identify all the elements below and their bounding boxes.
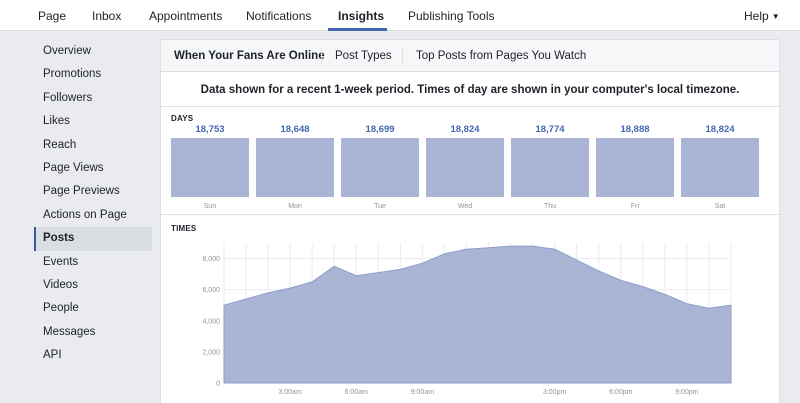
x-tick-label: 9:00pm xyxy=(675,389,699,396)
section-divider xyxy=(161,214,779,215)
subtab-top-posts[interactable]: Top Posts from Pages You Watch xyxy=(416,50,587,62)
tab-page[interactable]: Page xyxy=(38,9,67,23)
day-category-label: Tue xyxy=(374,203,386,210)
sidebar-item-events[interactable]: Events xyxy=(43,255,79,268)
sidebar-item-overview[interactable]: Overview xyxy=(43,45,91,57)
sidebar-item-reach[interactable]: Reach xyxy=(43,138,77,151)
times-area-chart: 0 2,000 4,000 6,000 8,000 3:00am 6:00am 9:00am 3… xyxy=(202,243,732,396)
day-value-label: 18,888 xyxy=(620,124,650,135)
day-category-label: Sun xyxy=(203,203,217,210)
sidebar-item-followers[interactable]: Followers xyxy=(43,91,93,104)
day-column: 18,753 Sun xyxy=(171,124,249,216)
subtab-when-fans-online[interactable]: When Your Fans Are Online xyxy=(174,50,325,62)
y-tick-label: 4,000 xyxy=(202,318,220,325)
day-category-label: Thu xyxy=(543,203,557,210)
day-category-label: Wed xyxy=(457,203,473,210)
sidebar: Overview Promotions Followers Likes Reac… xyxy=(34,40,152,367)
sidebar-item-likes[interactable]: Likes xyxy=(43,115,70,128)
active-tab-underline xyxy=(328,28,387,31)
y-tick-label: 2,000 xyxy=(202,349,220,356)
sidebar-item-api[interactable]: API xyxy=(43,349,62,362)
day-bar[interactable] xyxy=(256,138,334,197)
day-column: 18,824 Sat xyxy=(681,124,759,216)
y-tick-label: 8,000 xyxy=(202,256,220,263)
sidebar-item-posts[interactable]: Posts xyxy=(34,227,152,251)
x-tick-label: 3:00pm xyxy=(543,389,567,396)
x-tick-label: 3:00am xyxy=(278,389,302,396)
sidebar-item-people[interactable]: People xyxy=(43,302,79,315)
times-area-series xyxy=(223,245,732,384)
timezone-notice: Data shown for a recent 1-week period. T… xyxy=(161,73,779,107)
y-tick-label: 0 xyxy=(216,381,220,388)
times-section-label: TIMES xyxy=(171,224,197,233)
sidebar-item-videos[interactable]: Videos xyxy=(43,278,78,291)
day-bar[interactable] xyxy=(171,138,249,197)
day-bar[interactable] xyxy=(341,138,419,197)
sidebar-item-actions-on-page[interactable]: Actions on Page xyxy=(43,208,127,221)
top-navigation: Page Inbox Appointments Notifications In… xyxy=(0,0,800,31)
day-bar[interactable] xyxy=(511,138,589,197)
subtab-bar: When Your Fans Are Online Post Types Top… xyxy=(161,40,779,72)
subtab-post-types[interactable]: Post Types xyxy=(335,50,392,62)
days-bar-chart: 18,753 Sun 18,648 Mon 18,699 Tue 18,824 Wed 18,7… xyxy=(171,124,771,216)
tab-publishing-tools[interactable]: Publishing Tools xyxy=(408,9,495,23)
day-value-label: 18,774 xyxy=(535,124,565,135)
day-bar[interactable] xyxy=(426,138,504,197)
day-column: 18,888 Fri xyxy=(596,124,674,216)
sidebar-item-promotions[interactable]: Promotions xyxy=(43,68,102,81)
x-tick-label: 6:00pm xyxy=(609,389,633,396)
day-category-label: Mon xyxy=(288,203,302,210)
x-tick-label: 9:00am xyxy=(411,389,435,396)
day-category-label: Sat xyxy=(714,203,726,210)
help-menu-button[interactable]: Help ▼ xyxy=(744,9,780,23)
sidebar-item-messages[interactable]: Messages xyxy=(43,325,96,338)
sidebar-item-page-previews[interactable]: Page Previews xyxy=(43,185,120,198)
day-category-label: Fri xyxy=(630,203,640,210)
days-section-label: DAYS xyxy=(171,114,194,123)
tab-inbox[interactable]: Inbox xyxy=(92,9,122,23)
day-bar[interactable] xyxy=(681,138,759,197)
day-value-label: 18,648 xyxy=(280,124,310,135)
insights-panel: When Your Fans Are Online Post Types Top… xyxy=(160,39,780,403)
subtab-separator xyxy=(402,48,403,64)
day-column: 18,699 Tue xyxy=(341,124,419,216)
tab-insights[interactable]: Insights xyxy=(338,9,385,23)
day-column: 18,774 Thu xyxy=(511,124,589,216)
tab-notifications[interactable]: Notifications xyxy=(246,9,312,23)
subtab-separator xyxy=(321,48,322,64)
y-tick-label: 6,000 xyxy=(202,287,220,294)
help-label: Help xyxy=(744,9,769,23)
day-value-label: 18,699 xyxy=(365,124,395,135)
day-bar[interactable] xyxy=(596,138,674,197)
tab-appointments[interactable]: Appointments xyxy=(149,9,223,23)
day-value-label: 18,824 xyxy=(705,124,735,135)
sidebar-item-page-views[interactable]: Page Views xyxy=(43,161,104,174)
caret-down-icon: ▼ xyxy=(771,12,780,21)
x-tick-label: 6:00am xyxy=(345,389,369,396)
day-value-label: 18,753 xyxy=(195,124,225,135)
day-value-label: 18,824 xyxy=(450,124,480,135)
day-column: 18,824 Wed xyxy=(426,124,504,216)
day-column: 18,648 Mon xyxy=(256,124,334,216)
